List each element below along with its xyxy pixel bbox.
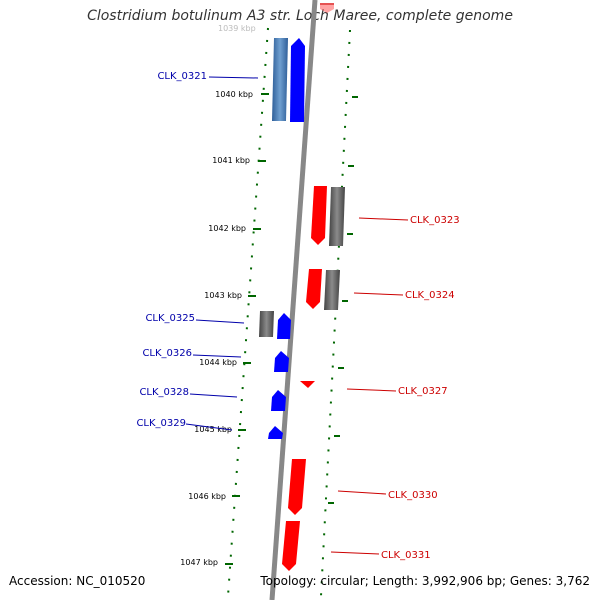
outer-dotted-ring <box>320 29 351 597</box>
leader-line <box>346 388 397 392</box>
accession-text: Accession: NC_010520 <box>9 574 146 588</box>
gene-CLK_0326[interactable] <box>274 351 289 372</box>
tick-label: 1045 kbp <box>194 425 232 434</box>
gene-CLK_0324[interactable] <box>306 269 322 309</box>
tick-label: 1040 kbp <box>215 90 253 99</box>
gene-CLK_0331[interactable] <box>282 521 300 571</box>
gene-CLK_0329[interactable] <box>268 426 283 439</box>
gene-CLK_0321[interactable] <box>290 38 305 122</box>
leader-line <box>189 393 238 398</box>
clipped-tick-label: 1039 kbp <box>218 24 256 33</box>
gene-CLK_0323[interactable] <box>311 186 327 245</box>
leader-line <box>358 217 409 221</box>
gene-label[interactable]: CLK_0323 <box>410 215 460 226</box>
gene-marker-top[interactable] <box>320 3 334 13</box>
feature-block[interactable] <box>329 187 345 246</box>
gene-label[interactable]: CLK_0321 <box>157 71 207 82</box>
gene-label[interactable]: CLK_0329 <box>136 418 186 429</box>
topology-text: Topology: circular; Length: 3,992,906 bp… <box>260 574 590 588</box>
feature-block[interactable] <box>272 38 288 121</box>
gene-label[interactable]: CLK_0331 <box>381 550 431 561</box>
feature-block[interactable] <box>259 311 274 337</box>
leader-line <box>185 423 233 431</box>
leader-line <box>353 292 404 296</box>
leader-line <box>195 319 245 324</box>
tick-label: 1043 kbp <box>204 291 242 300</box>
gene-CLK_0325[interactable] <box>277 313 291 339</box>
leader-line <box>330 551 380 555</box>
tick-label: 1041 kbp <box>212 156 250 165</box>
leader-line <box>192 354 242 358</box>
tick-label: 1046 kbp <box>188 492 226 501</box>
ticks <box>225 93 358 565</box>
map-title: Clostridium botulinum A3 str. Loch Maree… <box>87 8 513 24</box>
gene-CLK_0328[interactable] <box>271 390 286 411</box>
gene-label[interactable]: CLK_0324 <box>405 290 455 301</box>
feature-block[interactable] <box>324 270 340 310</box>
gene-label[interactable]: CLK_0330 <box>388 490 438 501</box>
gene-label[interactable]: CLK_0328 <box>139 387 189 398</box>
gene-CLK_0327[interactable] <box>300 381 315 388</box>
tick-label: 1044 kbp <box>199 358 237 367</box>
gene-label[interactable]: CLK_0326 <box>142 348 192 359</box>
tick-label: 1047 kbp <box>180 558 218 567</box>
gene-label[interactable]: CLK_0327 <box>398 386 448 397</box>
tick-label: 1042 kbp <box>208 224 246 233</box>
leader-line <box>337 490 387 495</box>
gene-CLK_0330[interactable] <box>288 459 306 515</box>
leader-line <box>208 76 259 79</box>
genome-backbone <box>269 0 318 600</box>
gene-label[interactable]: CLK_0325 <box>145 313 195 324</box>
